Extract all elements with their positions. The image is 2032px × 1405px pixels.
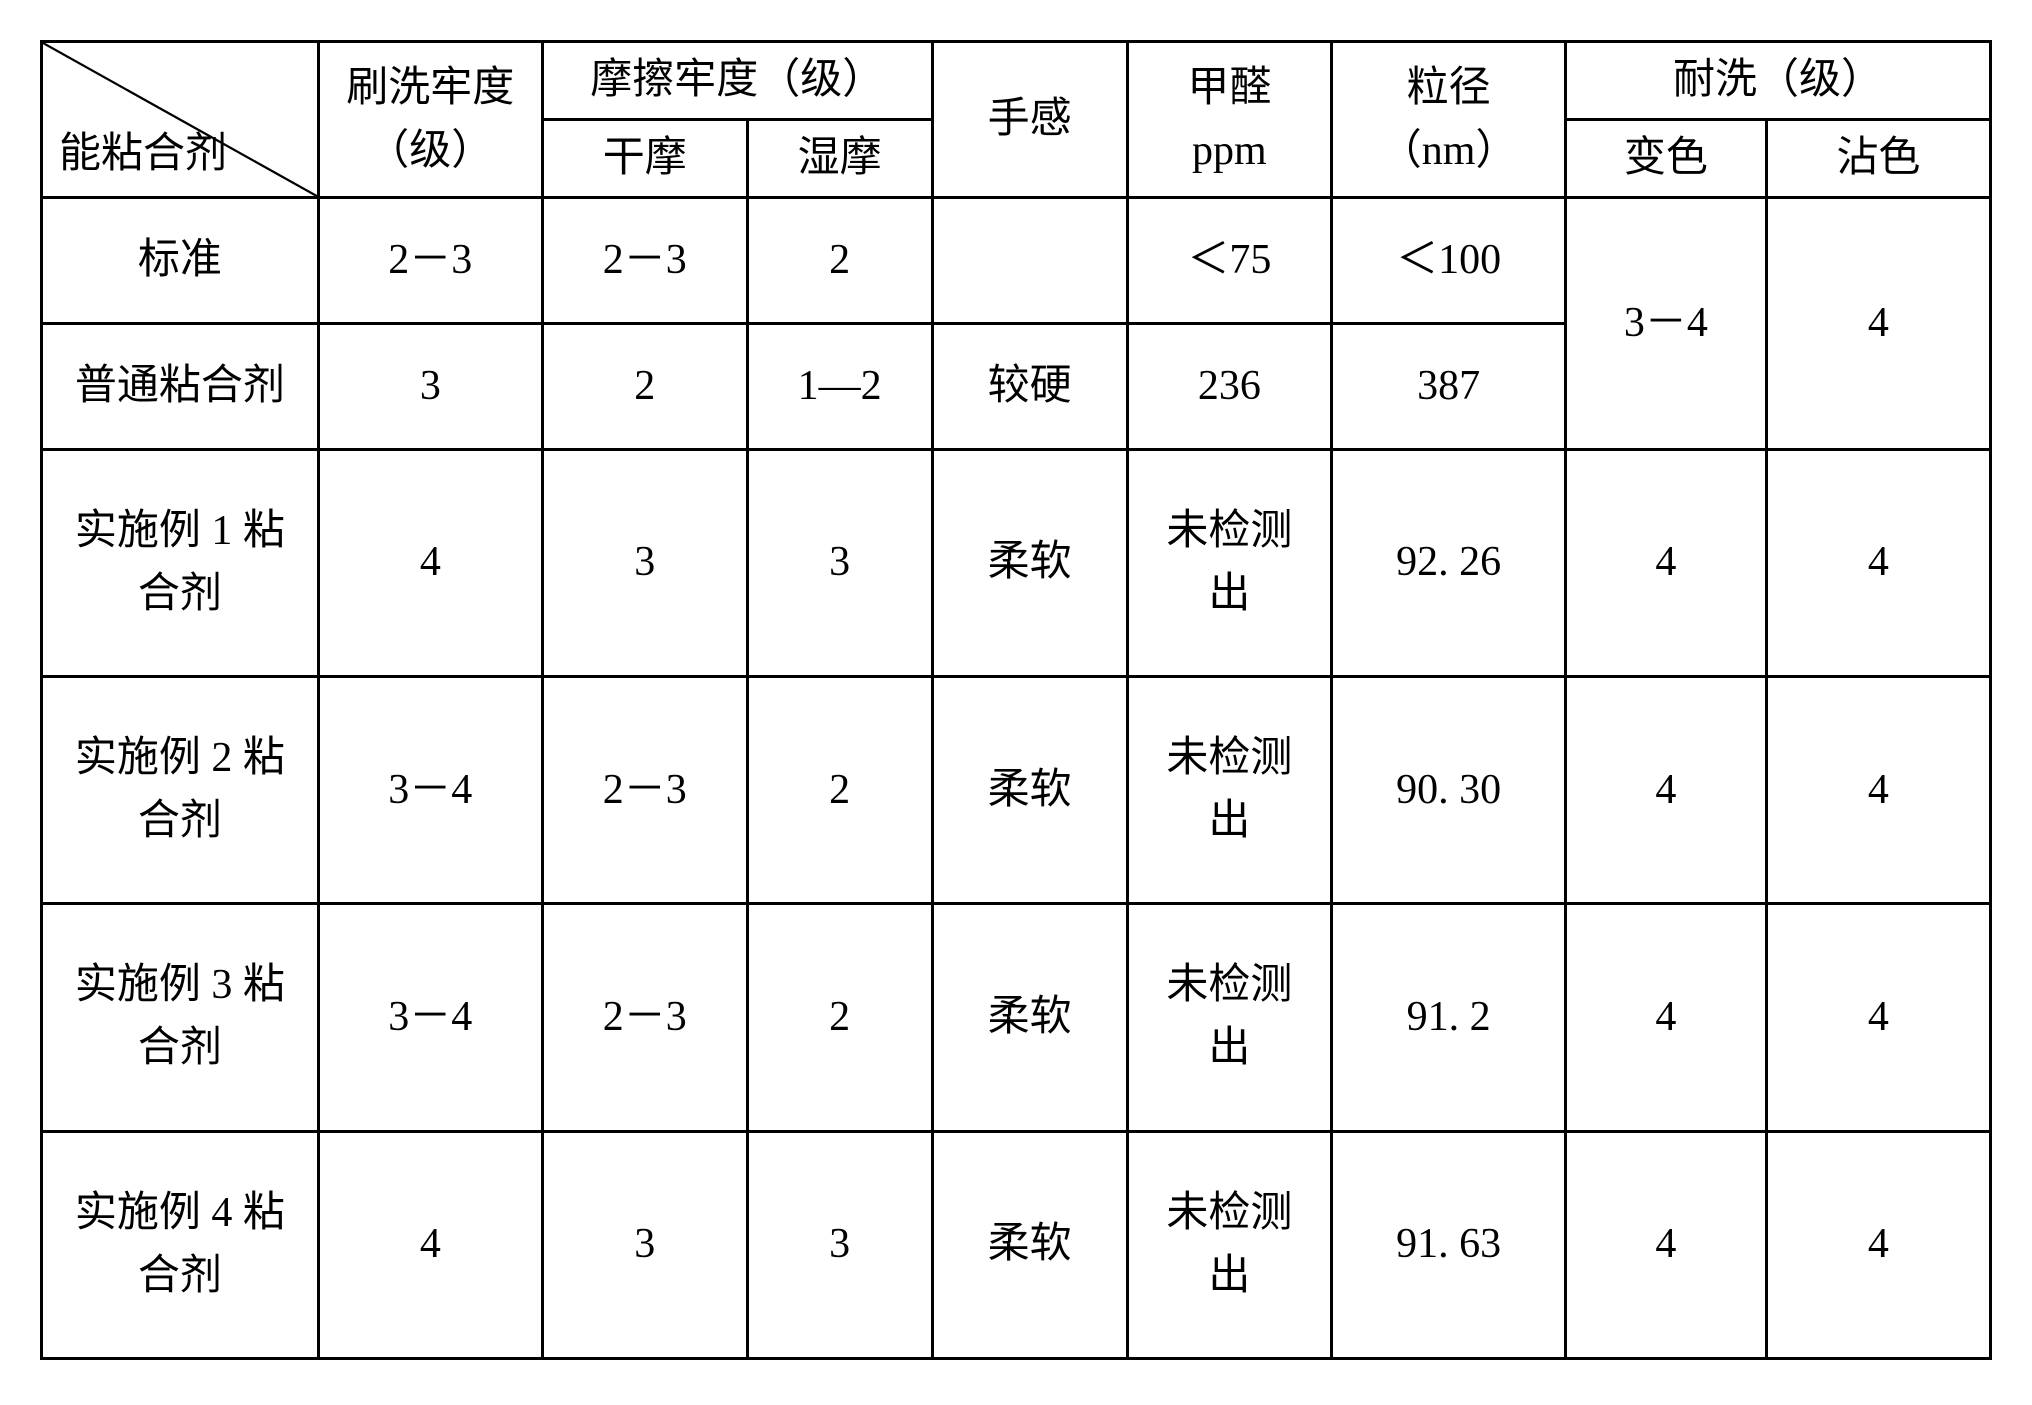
row-name-l2: 合剂 — [138, 571, 222, 617]
row-name: 实施例 2 粘 合剂 — [42, 676, 319, 903]
row-hcho: ＜75 — [1127, 198, 1332, 324]
row-name-l1: 实施例 2 粘 — [75, 735, 285, 781]
row-discolor: 4 — [1566, 904, 1767, 1131]
row-hcho-l1: 未检测 — [1166, 1190, 1292, 1236]
row-hcho-l1: 未检测 — [1166, 962, 1292, 1008]
row-dry: 3 — [542, 1131, 747, 1358]
col-wash-stain: 沾色 — [1766, 120, 1990, 198]
col-particle: 粒径 （nm） — [1332, 42, 1566, 198]
row-size: 387 — [1332, 323, 1566, 449]
header-diagonal-cell: 能粘合剂 — [42, 42, 319, 198]
row-brush: 4 — [318, 1131, 542, 1358]
table-header: 能粘合剂 刷洗牢度（级） 摩擦牢度（级） 手感 甲醛 ppm 粒径 （nm） 耐… — [42, 42, 1991, 198]
row-hcho: 236 — [1127, 323, 1332, 449]
row-wet: 2 — [747, 198, 932, 324]
row-hcho-l2: 出 — [1208, 1253, 1250, 1299]
row-brush: 2－3 — [318, 198, 542, 324]
col-brush: 刷洗牢度（级） — [318, 42, 542, 198]
col-formaldehyde-l2: ppm — [1192, 128, 1267, 174]
row-size: 91. 2 — [1332, 904, 1566, 1131]
adhesive-comparison-table: 能粘合剂 刷洗牢度（级） 摩擦牢度（级） 手感 甲醛 ppm 粒径 （nm） 耐… — [40, 40, 1992, 1360]
row-hcho: 未检测 出 — [1127, 676, 1332, 903]
row-hcho-l1: 未检测 — [1166, 735, 1292, 781]
row-hcho-l2: 出 — [1208, 571, 1250, 617]
row-feel — [932, 198, 1127, 324]
row-hcho: 未检测 出 — [1127, 904, 1332, 1131]
row-stain: 4 — [1766, 198, 1990, 450]
row-dry: 2－3 — [542, 198, 747, 324]
row-feel: 柔软 — [932, 676, 1127, 903]
table-row: 实施例 1 粘 合剂 4 3 3 柔软 未检测 出 92. 26 4 4 — [42, 449, 1991, 676]
row-wet: 1—2 — [747, 323, 932, 449]
row-hcho: 未检测 出 — [1127, 1131, 1332, 1358]
row-brush: 3－4 — [318, 676, 542, 903]
col-formaldehyde: 甲醛 ppm — [1127, 42, 1332, 198]
table-row: 实施例 3 粘 合剂 3－4 2－3 2 柔软 未检测 出 91. 2 4 4 — [42, 904, 1991, 1131]
row-hcho-l1: 未检测 — [1166, 508, 1292, 554]
row-hcho: 未检测 出 — [1127, 449, 1332, 676]
row-name: 普通粘合剂 — [42, 323, 319, 449]
col-friction-wet: 湿摩 — [747, 120, 932, 198]
row-name: 标准 — [42, 198, 319, 324]
row-discolor: 3－4 — [1566, 198, 1767, 450]
col-wash-group: 耐洗（级） — [1566, 42, 1991, 120]
row-feel: 较硬 — [932, 323, 1127, 449]
row-feel: 柔软 — [932, 1131, 1127, 1358]
row-brush: 3 — [318, 323, 542, 449]
row-size: 92. 26 — [1332, 449, 1566, 676]
diagonal-bottom-label: 能粘合剂 — [59, 123, 227, 186]
row-dry: 2－3 — [542, 904, 747, 1131]
row-size: 91. 63 — [1332, 1131, 1566, 1358]
row-wet: 2 — [747, 676, 932, 903]
col-friction-dry: 干摩 — [542, 120, 747, 198]
table-row: 实施例 4 粘 合剂 4 3 3 柔软 未检测 出 91. 63 4 4 — [42, 1131, 1991, 1358]
row-size: ＜100 — [1332, 198, 1566, 324]
row-stain: 4 — [1766, 449, 1990, 676]
row-stain: 4 — [1766, 904, 1990, 1131]
row-hcho-l2: 出 — [1208, 1025, 1250, 1071]
col-friction-group: 摩擦牢度（级） — [542, 42, 932, 120]
row-dry: 3 — [542, 449, 747, 676]
row-wet: 3 — [747, 449, 932, 676]
table-row: 实施例 2 粘 合剂 3－4 2－3 2 柔软 未检测 出 90. 30 4 4 — [42, 676, 1991, 903]
row-name-l1: 实施例 1 粘 — [75, 508, 285, 554]
row-wet: 2 — [747, 904, 932, 1131]
row-dry: 2 — [542, 323, 747, 449]
header-row-1: 能粘合剂 刷洗牢度（级） 摩擦牢度（级） 手感 甲醛 ppm 粒径 （nm） 耐… — [42, 42, 1991, 120]
row-stain: 4 — [1766, 1131, 1990, 1358]
col-formaldehyde-l1: 甲醛 — [1187, 65, 1271, 111]
col-particle-l2: （nm） — [1380, 128, 1518, 174]
row-size: 90. 30 — [1332, 676, 1566, 903]
row-name-l2: 合剂 — [138, 1253, 222, 1299]
row-dry: 2－3 — [542, 676, 747, 903]
row-wet: 3 — [747, 1131, 932, 1358]
row-hcho-l2: 出 — [1208, 798, 1250, 844]
row-name: 实施例 1 粘 合剂 — [42, 449, 319, 676]
row-discolor: 4 — [1566, 449, 1767, 676]
col-wash-discolor: 变色 — [1566, 120, 1767, 198]
row-name-l1: 实施例 4 粘 — [75, 1190, 285, 1236]
row-name-l2: 合剂 — [138, 798, 222, 844]
row-discolor: 4 — [1566, 1131, 1767, 1358]
row-name: 实施例 4 粘 合剂 — [42, 1131, 319, 1358]
table-body: 标准 2－3 2－3 2 ＜75 ＜100 3－4 4 普通粘合剂 3 2 1—… — [42, 198, 1991, 1359]
col-particle-l1: 粒径 — [1407, 65, 1491, 111]
row-name-l1: 实施例 3 粘 — [75, 962, 285, 1008]
row-brush: 4 — [318, 449, 542, 676]
row-name: 实施例 3 粘 合剂 — [42, 904, 319, 1131]
row-feel: 柔软 — [932, 904, 1127, 1131]
row-discolor: 4 — [1566, 676, 1767, 903]
row-brush: 3－4 — [318, 904, 542, 1131]
row-stain: 4 — [1766, 676, 1990, 903]
table-row: 标准 2－3 2－3 2 ＜75 ＜100 3－4 4 — [42, 198, 1991, 324]
row-name-l2: 合剂 — [138, 1025, 222, 1071]
row-feel: 柔软 — [932, 449, 1127, 676]
col-hand-feel: 手感 — [932, 42, 1127, 198]
